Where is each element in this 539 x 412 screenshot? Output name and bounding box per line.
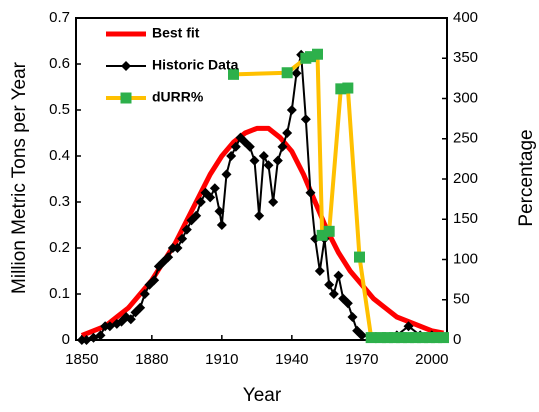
data-point xyxy=(375,332,386,344)
data-point xyxy=(125,314,136,325)
data-point xyxy=(286,105,297,115)
data-point xyxy=(214,206,225,217)
data-point xyxy=(389,332,400,344)
legend-marker xyxy=(121,61,131,71)
data-point xyxy=(228,68,239,80)
data-point xyxy=(316,229,328,241)
data-point xyxy=(268,197,279,207)
data-point xyxy=(396,332,407,344)
data-point xyxy=(226,151,237,161)
data-point xyxy=(163,252,174,263)
x-tick-label: 1910 xyxy=(205,351,238,368)
data-point xyxy=(249,155,260,166)
y-tick-label: 0.6 xyxy=(49,55,70,72)
y-tick-label: 0.4 xyxy=(49,147,70,164)
data-point xyxy=(382,332,393,344)
data-point xyxy=(335,83,347,95)
legend-label: Historic Data xyxy=(152,57,239,73)
x-tick-label: 1880 xyxy=(135,351,168,368)
data-point xyxy=(191,210,202,221)
data-point xyxy=(403,321,414,332)
data-point xyxy=(342,82,354,94)
data-point xyxy=(281,67,293,79)
data-point xyxy=(305,51,316,63)
data-point xyxy=(328,289,339,299)
data-point xyxy=(95,330,106,341)
data-point xyxy=(354,251,365,263)
x-tick-label: 1940 xyxy=(275,351,308,368)
data-point xyxy=(230,141,241,152)
y-tick-label: 0.2 xyxy=(49,239,70,256)
y2-tick-label: 350 xyxy=(453,49,478,66)
series-line xyxy=(233,52,444,340)
x-tick-label: 1850 xyxy=(65,351,98,368)
data-point xyxy=(263,160,274,171)
data-point xyxy=(181,224,192,235)
data-point xyxy=(282,128,293,138)
data-point xyxy=(121,312,132,322)
data-point xyxy=(139,289,150,299)
y-tick-label: 0.3 xyxy=(49,193,70,210)
data-point xyxy=(424,332,435,344)
data-point xyxy=(347,312,358,322)
legend-label: dURR% xyxy=(152,89,204,105)
y-tick-label: 0 xyxy=(62,331,70,348)
data-point xyxy=(172,243,183,253)
y2-tick-label: 150 xyxy=(453,210,478,227)
data-point xyxy=(258,151,269,161)
data-point xyxy=(403,332,414,344)
y-tick-label: 0.1 xyxy=(49,285,70,302)
x-tick-label: 2000 xyxy=(415,351,448,368)
data-point xyxy=(216,220,227,230)
data-point xyxy=(277,141,288,152)
data-point xyxy=(209,183,220,194)
legend-label: Best fit xyxy=(152,25,200,41)
data-point xyxy=(205,192,216,203)
data-point xyxy=(177,233,188,244)
y2-tick-label: 100 xyxy=(453,250,478,267)
data-point xyxy=(135,302,146,313)
data-point xyxy=(417,332,428,344)
data-point xyxy=(324,279,335,290)
y-tick-label: 0.7 xyxy=(49,9,70,26)
data-point xyxy=(312,48,323,60)
x-axis-title: Year xyxy=(243,385,282,406)
data-point xyxy=(305,187,316,198)
data-point xyxy=(342,298,353,309)
series-line xyxy=(80,125,444,338)
data-point xyxy=(438,332,449,344)
y2-tick-label: 200 xyxy=(453,170,478,187)
y2-tick-label: 250 xyxy=(453,130,478,147)
y2-tick-label: 400 xyxy=(453,9,478,26)
data-point xyxy=(300,114,311,125)
data-point xyxy=(195,197,206,207)
data-point xyxy=(365,332,377,344)
data-point xyxy=(314,266,325,276)
data-point xyxy=(333,270,344,281)
y-tick-label: 0.5 xyxy=(49,101,70,118)
data-point xyxy=(221,169,232,180)
data-point xyxy=(254,210,265,221)
legend-marker xyxy=(120,92,132,104)
data-point xyxy=(356,330,367,341)
y2-tick-label: 0 xyxy=(453,331,461,348)
data-point xyxy=(149,275,160,286)
y2-tick-label: 300 xyxy=(453,89,478,106)
x-tick-label: 1970 xyxy=(345,351,378,368)
data-point xyxy=(291,68,302,79)
data-point xyxy=(323,225,335,237)
data-point xyxy=(431,332,442,344)
data-point xyxy=(410,332,421,344)
y-axis-title: Million Metric Tons per Year xyxy=(9,61,30,294)
y2-tick-label: 50 xyxy=(453,291,470,308)
y2-axis-title: Percentage xyxy=(516,129,537,226)
data-point xyxy=(272,155,283,166)
data-point xyxy=(244,141,255,152)
